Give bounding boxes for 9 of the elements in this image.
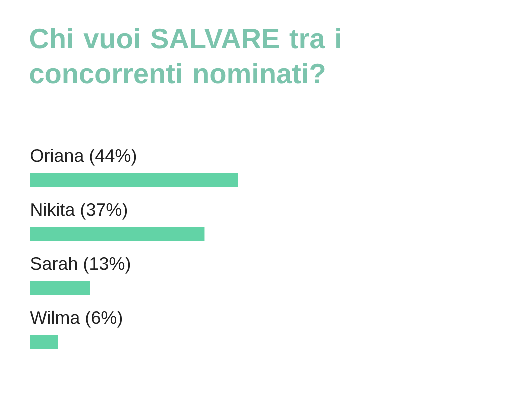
chart-title: Chi vuoi SALVARE tra i concorrenti nominati? — [30, 28, 340, 84]
bar — [30, 227, 205, 241]
y-tick-label: Oriana (44%) — [31, 148, 136, 166]
bar — [30, 173, 238, 187]
y-tick-label: Sarah (13%) — [31, 256, 130, 274]
y-tick-label: Nikita (37%) — [32, 202, 128, 220]
y-tick-label: Wilma (6%) — [30, 310, 122, 328]
bar — [30, 281, 90, 295]
bar — [30, 335, 58, 349]
